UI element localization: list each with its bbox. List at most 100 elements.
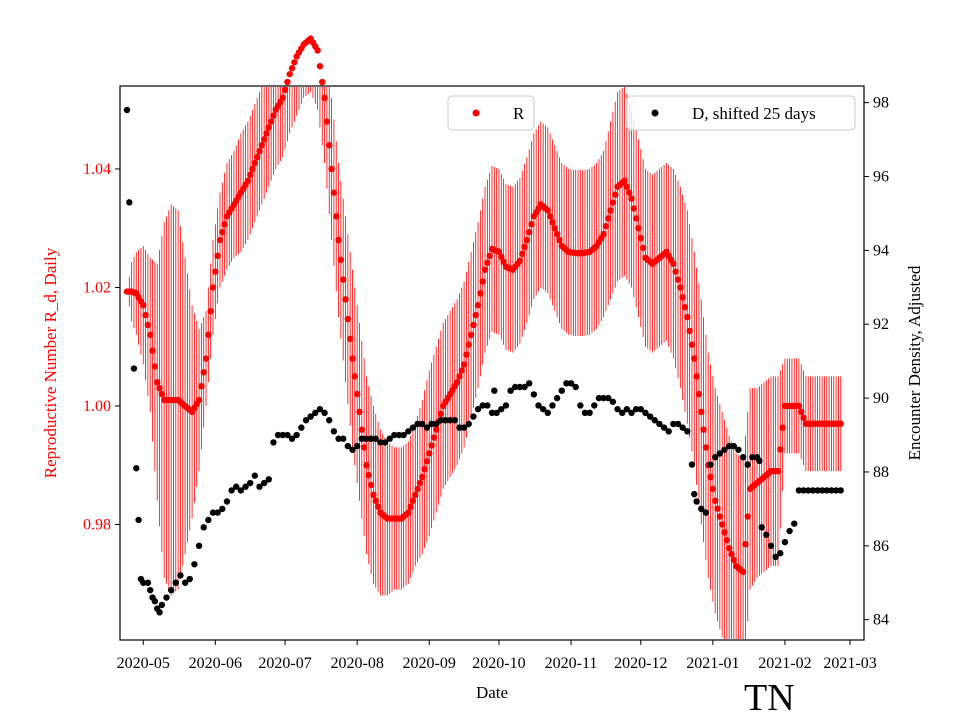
d-point: [274, 431, 282, 439]
r-point: [351, 373, 359, 380]
r-point: [670, 260, 677, 267]
r-point: [628, 195, 635, 202]
d-point: [777, 550, 784, 557]
r-point: [330, 189, 338, 196]
r-point: [221, 221, 228, 228]
r-point: [779, 424, 786, 431]
d-point: [660, 424, 668, 431]
d-point: [725, 442, 733, 450]
d-point: [665, 428, 672, 435]
left-axis-ticks: 0.98 1.00 1.02 1.04: [83, 161, 120, 533]
r-point: [430, 434, 438, 441]
r-point: [249, 165, 256, 173]
d-point: [619, 409, 626, 417]
r-point: [319, 78, 326, 86]
d-point: [409, 424, 417, 431]
r-point: [281, 86, 289, 94]
r-point: [151, 363, 159, 370]
d-point: [147, 586, 154, 594]
d-point: [186, 575, 193, 583]
d-point: [474, 405, 482, 413]
r-point: [553, 230, 561, 238]
d-point: [456, 424, 463, 431]
d-point: [135, 516, 142, 524]
d-point: [786, 527, 793, 535]
r-point: [360, 444, 368, 451]
d-point: [558, 387, 565, 394]
x-tick-label: 2020-12: [614, 655, 667, 672]
r-point: [316, 63, 324, 70]
r-point: [453, 379, 461, 386]
r-point: [405, 509, 412, 516]
d-point: [247, 479, 254, 487]
d-point: [302, 417, 310, 424]
r-point: [474, 302, 482, 309]
r-point: [546, 213, 554, 220]
d-point: [814, 487, 821, 494]
r-point: [625, 189, 633, 196]
r-point: [456, 373, 463, 380]
r-point: [247, 171, 254, 179]
r-point: [549, 219, 556, 226]
right-tick-label: 84: [873, 612, 889, 629]
r-point: [637, 234, 644, 242]
d-point: [623, 405, 631, 413]
d-point: [451, 417, 458, 424]
r-point: [202, 355, 210, 362]
d-point: [581, 409, 589, 417]
d-point: [293, 431, 300, 439]
d-point: [414, 420, 421, 428]
r-point: [335, 236, 342, 244]
r-point: [265, 124, 272, 131]
d-point: [809, 487, 817, 494]
d-point: [140, 579, 147, 586]
d-point: [209, 509, 217, 516]
r-point: [256, 147, 263, 155]
r-point: [602, 223, 610, 230]
r-point: [356, 408, 363, 416]
r-point: [251, 159, 259, 167]
r-point: [267, 118, 275, 125]
d-series: [123, 106, 844, 616]
d-point: [484, 402, 491, 409]
r-point: [484, 259, 491, 266]
r-point: [672, 268, 679, 275]
r-point: [721, 529, 728, 536]
d-point: [349, 446, 356, 453]
d-point: [600, 394, 607, 402]
d-point: [433, 420, 440, 428]
d-point: [595, 394, 603, 402]
r-point: [270, 112, 277, 119]
r-point: [635, 225, 642, 232]
d-point: [335, 435, 342, 442]
d-point: [763, 531, 770, 538]
r-point: [521, 243, 528, 251]
d-point: [712, 453, 719, 461]
legend-r-box: [447, 95, 535, 131]
d-point: [691, 490, 698, 498]
r-point: [158, 390, 166, 398]
r-point: [365, 471, 372, 479]
d-point: [270, 439, 277, 446]
d-point: [837, 487, 844, 494]
right-tick-label: 92: [873, 316, 889, 333]
left-tick-label: 1.02: [83, 279, 111, 296]
r-point: [709, 485, 717, 493]
d-point: [772, 553, 779, 561]
x-tick-label: 2020-08: [330, 655, 383, 672]
d-point: [491, 387, 498, 394]
d-point: [265, 476, 272, 483]
d-point: [367, 435, 375, 442]
r-point: [279, 94, 286, 102]
r-point: [551, 225, 558, 232]
legend-d-label: D, shifted 25 days: [692, 104, 816, 123]
d-point: [781, 538, 789, 546]
r-point: [367, 481, 375, 489]
d-point: [670, 420, 677, 428]
d-point: [735, 446, 742, 453]
d-point: [465, 420, 472, 428]
r-point: [426, 450, 433, 457]
d-point: [646, 413, 654, 420]
r-point: [716, 513, 724, 520]
d-point: [130, 365, 138, 372]
